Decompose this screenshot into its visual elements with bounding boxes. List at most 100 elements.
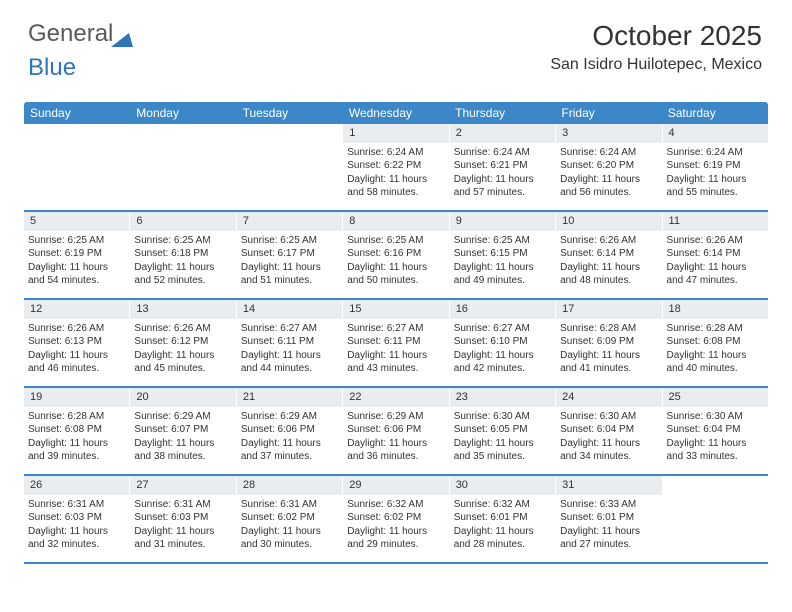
daylight-text: Daylight: 11 hours and 57 minutes. xyxy=(454,173,551,200)
sunrise-text: Sunrise: 6:24 AM xyxy=(347,146,444,160)
day-cell: 29Sunrise: 6:32 AMSunset: 6:02 PMDayligh… xyxy=(343,476,449,562)
day-number: 20 xyxy=(130,388,235,407)
logo-part2: Blue xyxy=(28,54,76,81)
daylight-text: Daylight: 11 hours and 47 minutes. xyxy=(667,261,764,288)
daylight-text: Daylight: 11 hours and 36 minutes. xyxy=(347,437,444,464)
daylight-text: Daylight: 11 hours and 42 minutes. xyxy=(454,349,551,376)
day-cell: 13Sunrise: 6:26 AMSunset: 6:12 PMDayligh… xyxy=(130,300,236,386)
daylight-text: Daylight: 11 hours and 52 minutes. xyxy=(134,261,231,288)
daylight-text: Daylight: 11 hours and 28 minutes. xyxy=(454,525,551,552)
weekday-friday: Friday xyxy=(555,102,661,124)
sunrise-text: Sunrise: 6:28 AM xyxy=(560,322,657,336)
sunset-text: Sunset: 6:22 PM xyxy=(347,159,444,173)
day-number: 2 xyxy=(450,124,555,143)
day-body: Sunrise: 6:25 AMSunset: 6:17 PMDaylight:… xyxy=(237,233,342,292)
day-body: Sunrise: 6:31 AMSunset: 6:03 PMDaylight:… xyxy=(24,497,129,556)
day-body: Sunrise: 6:32 AMSunset: 6:02 PMDaylight:… xyxy=(343,497,448,556)
day-body: Sunrise: 6:25 AMSunset: 6:15 PMDaylight:… xyxy=(450,233,555,292)
sunrise-text: Sunrise: 6:29 AM xyxy=(134,410,231,424)
sunrise-text: Sunrise: 6:33 AM xyxy=(560,498,657,512)
sunset-text: Sunset: 6:01 PM xyxy=(560,511,657,525)
sunset-text: Sunset: 6:18 PM xyxy=(134,247,231,261)
day-body: Sunrise: 6:27 AMSunset: 6:11 PMDaylight:… xyxy=(343,321,448,380)
day-cell: 11Sunrise: 6:26 AMSunset: 6:14 PMDayligh… xyxy=(663,212,768,298)
daylight-text: Daylight: 11 hours and 56 minutes. xyxy=(560,173,657,200)
sunrise-text: Sunrise: 6:28 AM xyxy=(28,410,125,424)
day-cell: 14Sunrise: 6:27 AMSunset: 6:11 PMDayligh… xyxy=(237,300,343,386)
day-body: Sunrise: 6:28 AMSunset: 6:08 PMDaylight:… xyxy=(24,409,129,468)
day-body: Sunrise: 6:26 AMSunset: 6:14 PMDaylight:… xyxy=(556,233,661,292)
day-cell: 27 Sunrise: 6:31 AMSunset: 6:03 PMDayligh… xyxy=(130,476,236,562)
daylight-text: Daylight: 11 hours and 54 minutes. xyxy=(28,261,125,288)
day-cell: 3Sunrise: 6:24 AMSunset: 6:20 PMDaylight… xyxy=(556,124,662,210)
day-number: 19 xyxy=(24,388,129,407)
day-cell xyxy=(130,124,236,210)
day-cell: 6Sunrise: 6:25 AMSunset: 6:18 PMDaylight… xyxy=(130,212,236,298)
day-cell: 25Sunrise: 6:30 AMSunset: 6:04 PMDayligh… xyxy=(663,388,768,474)
sunrise-text: Sunrise: 6:25 AM xyxy=(347,234,444,248)
daylight-text: Daylight: 11 hours and 32 minutes. xyxy=(28,525,125,552)
sunrise-text: Sunrise: 6:30 AM xyxy=(560,410,657,424)
week-row: 5Sunrise: 6:25 AMSunset: 6:19 PMDaylight… xyxy=(24,212,768,300)
day-body: Sunrise: 6:29 AMSunset: 6:06 PMDaylight:… xyxy=(343,409,448,468)
weekday-monday: Monday xyxy=(130,102,236,124)
day-cell: 28 Sunrise: 6:31 AMSunset: 6:02 PMDayligh… xyxy=(237,476,343,562)
day-number: 17 xyxy=(556,300,661,319)
sunset-text: Sunset: 6:07 PM xyxy=(134,423,231,437)
sunset-text: Sunset: 6:19 PM xyxy=(667,159,764,173)
day-cell: 26Sunrise: 6:31 AMSunset: 6:03 PMDayligh… xyxy=(24,476,130,562)
sunset-text: Sunset: 6:11 PM xyxy=(241,335,338,349)
calendar: Sunday Monday Tuesday Wednesday Thursday… xyxy=(24,102,768,564)
day-body: Sunrise: 6:31 AMSunset: 6:02 PMDaylight:… xyxy=(237,497,342,556)
sunset-text: Sunset: 6:17 PM xyxy=(241,247,338,261)
day-number: 24 xyxy=(556,388,661,407)
sunset-text: Sunset: 6:19 PM xyxy=(28,247,125,261)
day-number: 4 xyxy=(663,124,768,143)
sunset-text: Sunset: 6:06 PM xyxy=(241,423,338,437)
day-number: 28 xyxy=(237,476,342,495)
day-body: Sunrise: 6:31 AMSunset: 6:03 PMDaylight:… xyxy=(130,497,235,556)
day-number xyxy=(237,124,342,128)
daylight-text: Daylight: 11 hours and 30 minutes. xyxy=(241,525,338,552)
sunrise-text: Sunrise: 6:29 AM xyxy=(241,410,338,424)
sunrise-text: Sunrise: 6:24 AM xyxy=(667,146,764,160)
day-body: Sunrise: 6:27 AMSunset: 6:10 PMDaylight:… xyxy=(450,321,555,380)
weekday-header-row: Sunday Monday Tuesday Wednesday Thursday… xyxy=(24,102,768,124)
day-number: 23 xyxy=(450,388,555,407)
day-cell: 17 Sunrise: 6:28 AMSunset: 6:09 PMDayligh… xyxy=(556,300,662,386)
day-body: Sunrise: 6:30 AMSunset: 6:04 PMDaylight:… xyxy=(556,409,661,468)
day-number: 16 xyxy=(450,300,555,319)
day-cell: 15Sunrise: 6:27 AMSunset: 6:11 PMDayligh… xyxy=(343,300,449,386)
daylight-text: Daylight: 11 hours and 31 minutes. xyxy=(134,525,231,552)
sunset-text: Sunset: 6:15 PM xyxy=(454,247,551,261)
day-cell: 21Sunrise: 6:29 AMSunset: 6:06 PMDayligh… xyxy=(237,388,343,474)
day-body: Sunrise: 6:25 AMSunset: 6:16 PMDaylight:… xyxy=(343,233,448,292)
day-body: Sunrise: 6:29 AMSunset: 6:07 PMDaylight:… xyxy=(130,409,235,468)
day-cell: 31Sunrise: 6:33 AMSunset: 6:01 PMDayligh… xyxy=(556,476,662,562)
weekday-tuesday: Tuesday xyxy=(237,102,343,124)
day-cell: 23Sunrise: 6:30 AMSunset: 6:05 PMDayligh… xyxy=(450,388,556,474)
day-body: Sunrise: 6:28 AMSunset: 6:09 PMDaylight:… xyxy=(556,321,661,380)
day-cell: 1Sunrise: 6:24 AMSunset: 6:22 PMDaylight… xyxy=(343,124,449,210)
day-number: 12 xyxy=(24,300,129,319)
weekday-sunday: Sunday xyxy=(24,102,130,124)
sunrise-text: Sunrise: 6:25 AM xyxy=(28,234,125,248)
logo-triangle-icon xyxy=(111,26,133,54)
sunrise-text: Sunrise: 6:27 AM xyxy=(454,322,551,336)
sunset-text: Sunset: 6:04 PM xyxy=(560,423,657,437)
sunrise-text: Sunrise: 6:31 AM xyxy=(241,498,338,512)
day-number: 18 xyxy=(663,300,768,319)
sunrise-text: Sunrise: 6:27 AM xyxy=(347,322,444,336)
sunset-text: Sunset: 6:11 PM xyxy=(347,335,444,349)
day-number: 27 xyxy=(130,476,235,495)
sunset-text: Sunset: 6:20 PM xyxy=(560,159,657,173)
day-body: Sunrise: 6:30 AMSunset: 6:04 PMDaylight:… xyxy=(663,409,768,468)
sunset-text: Sunset: 6:06 PM xyxy=(347,423,444,437)
sunset-text: Sunset: 6:21 PM xyxy=(454,159,551,173)
day-body: Sunrise: 6:24 AMSunset: 6:19 PMDaylight:… xyxy=(663,145,768,204)
sunrise-text: Sunrise: 6:24 AM xyxy=(560,146,657,160)
sunset-text: Sunset: 6:08 PM xyxy=(667,335,764,349)
day-body: Sunrise: 6:24 AMSunset: 6:21 PMDaylight:… xyxy=(450,145,555,204)
sunrise-text: Sunrise: 6:30 AM xyxy=(667,410,764,424)
header-right: October 2025 San Isidro Huilotepec, Mexi… xyxy=(550,20,762,74)
